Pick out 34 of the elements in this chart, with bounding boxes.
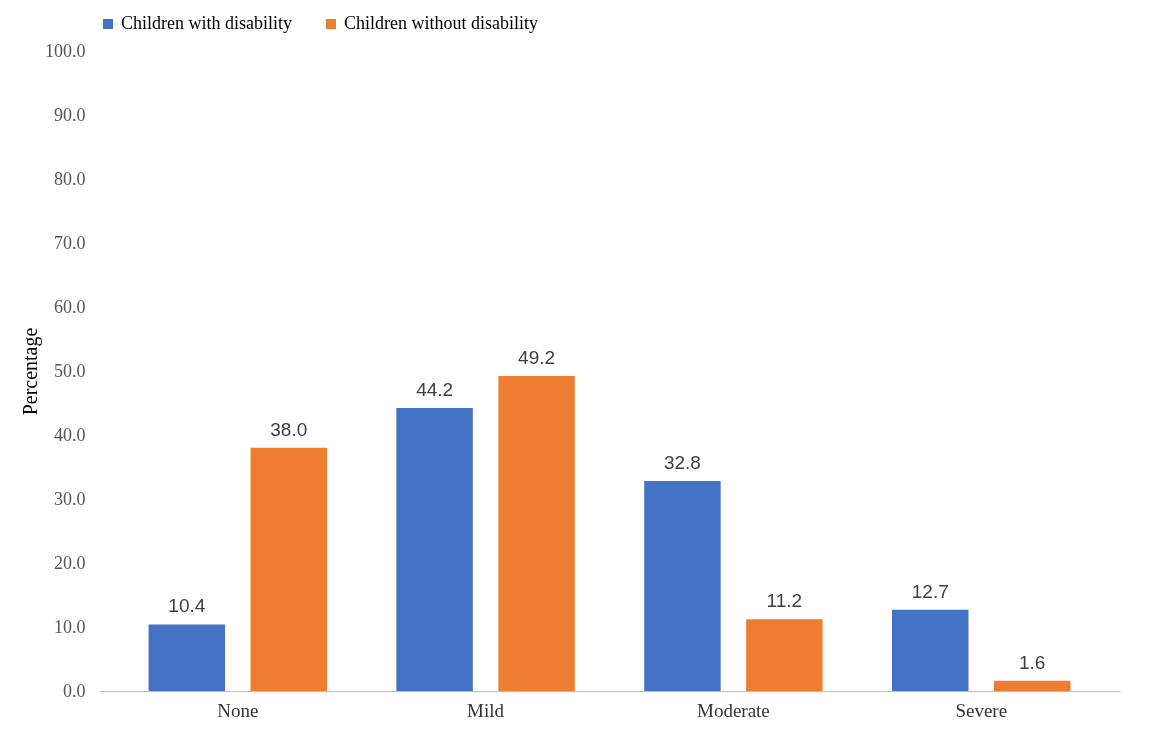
y-tick-label: 0.0	[63, 680, 86, 701]
bar	[993, 680, 1071, 691]
data-label: 32.8	[663, 452, 701, 474]
legend-label: Children with disability	[121, 13, 292, 33]
y-tick-label: 30.0	[54, 488, 86, 509]
y-tick-label: 90.0	[54, 104, 86, 125]
x-tick-label: Severe	[955, 699, 1008, 721]
y-tick-label: 100.0	[45, 40, 86, 61]
bar	[746, 619, 823, 691]
y-tick-label: 70.0	[54, 232, 86, 253]
y-tick-label: 50.0	[54, 360, 86, 381]
y-tick-label: 10.0	[54, 616, 86, 637]
y-tick-label: 40.0	[54, 424, 86, 445]
data-label: 1.6	[1018, 651, 1046, 673]
x-tick-label: Mild	[467, 699, 505, 721]
bar	[396, 408, 473, 691]
y-axis-title: Percentage	[19, 327, 42, 416]
bar	[148, 624, 226, 691]
data-label: 11.2	[766, 590, 803, 612]
y-tick-label: 80.0	[54, 168, 86, 189]
bar	[498, 376, 575, 691]
data-label: 10.4	[168, 595, 206, 617]
data-label: 12.7	[911, 580, 949, 602]
y-tick-label: 60.0	[54, 296, 86, 317]
bar	[892, 609, 969, 691]
x-tick-label: Moderate	[697, 699, 770, 721]
data-label: 38.0	[270, 418, 308, 440]
legend-label: Children without disability	[344, 13, 538, 33]
data-label: 49.2	[518, 347, 556, 369]
y-tick-label: 20.0	[54, 552, 86, 573]
bar	[644, 481, 721, 691]
data-label: 44.2	[416, 379, 454, 401]
bar	[250, 447, 327, 691]
x-tick-label: None	[217, 699, 259, 721]
